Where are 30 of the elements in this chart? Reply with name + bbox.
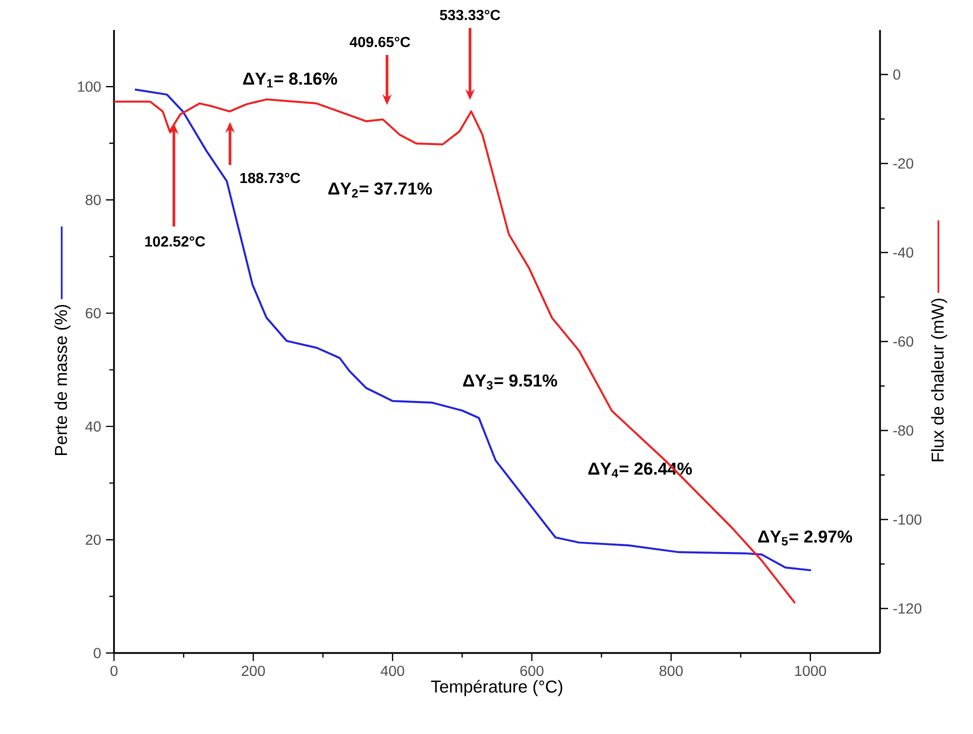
x-tick-label: 1000 — [795, 666, 826, 676]
y-tick-label: 20 — [86, 534, 101, 545]
annotation: 102.52°C — [145, 236, 206, 247]
y-tick-label: 100 — [78, 81, 101, 92]
x-tick-label: 400 — [380, 666, 404, 676]
y2-tick-label: -120 — [893, 603, 922, 614]
y2-tick-label: -20 — [893, 158, 914, 169]
x-tick-label: 200 — [242, 666, 265, 676]
y2-tick-label: -80 — [893, 425, 914, 436]
y2-tick-label: -100 — [893, 514, 922, 525]
x-tick-label: 600 — [520, 666, 544, 676]
annotation: ΔY$_{3}$= 9.51% — [463, 374, 558, 390]
y-tick-label: 0 — [94, 648, 101, 658]
annotation: ΔY$_{2}$= 37.71% — [328, 182, 432, 198]
y-tick-label: 60 — [86, 308, 101, 318]
y2-tick-label: -40 — [893, 247, 914, 258]
text: 533.33°C — [440, 10, 500, 20]
y2-tick-label: 0 — [893, 69, 900, 80]
annotation: ΔY$_{5}$= 2.97% — [758, 530, 852, 546]
x-tick-label: 800 — [660, 666, 683, 676]
y-tick-label: 40 — [85, 421, 101, 432]
x-tick-label: 0 — [110, 666, 118, 676]
y-tick-label: 80 — [86, 194, 101, 206]
annotation: 409.65°C — [350, 36, 410, 48]
x-axis-title: Température (°C) — [431, 680, 562, 696]
annotation: ΔY$_{1}$= 8.16% — [243, 72, 338, 88]
y2-tick-label: -60 — [893, 336, 914, 347]
y2-axis-title: Flux de chaleur (mW) — [931, 298, 948, 462]
annotation: 188.73°C — [240, 172, 300, 184]
y-axis-title: Perte de masse (%) — [54, 304, 70, 456]
